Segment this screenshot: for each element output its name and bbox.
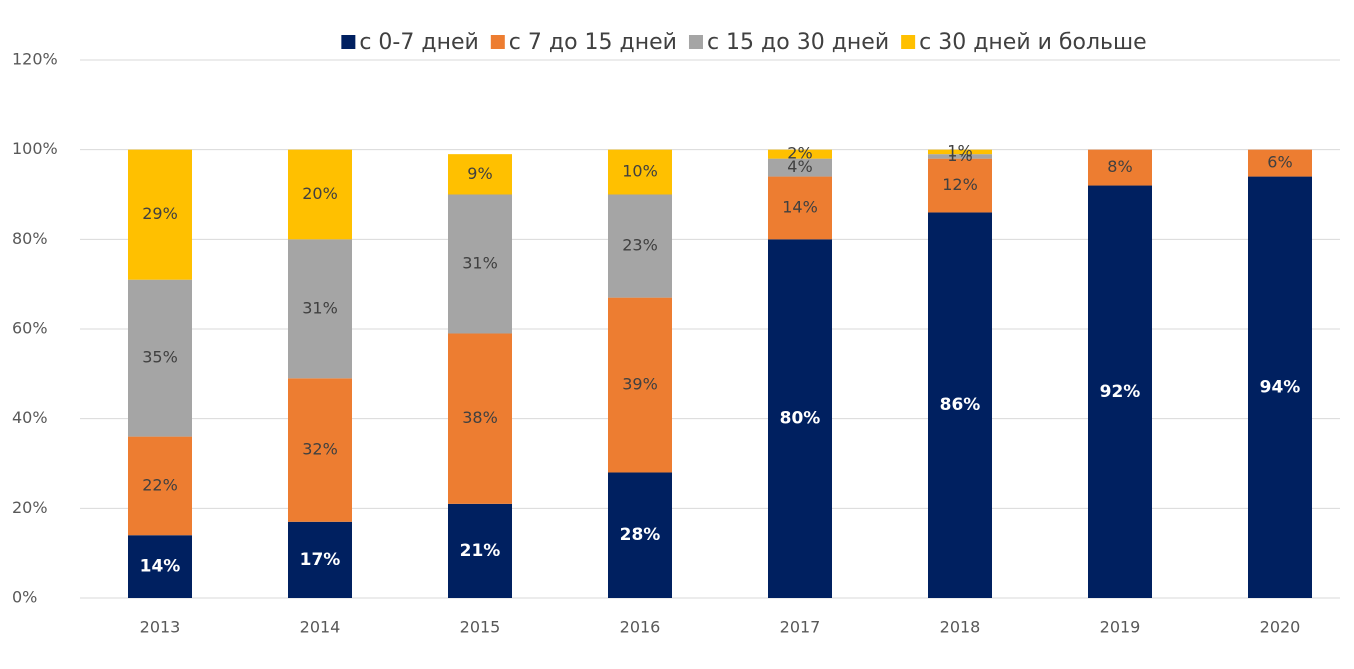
data-label: 1% [947, 141, 972, 160]
data-label: 8% [1107, 157, 1132, 176]
y-tick-label: 60% [12, 319, 48, 338]
data-label: 17% [300, 550, 341, 570]
bar-segment [768, 158, 832, 177]
data-label: 94% [1260, 377, 1301, 397]
bar-segment [1088, 185, 1152, 599]
x-tick-label: 2014 [300, 618, 341, 637]
data-label: 32% [302, 440, 338, 459]
data-label: 80% [780, 409, 821, 429]
y-tick-label: 80% [12, 229, 48, 248]
bar-segment [288, 239, 352, 379]
y-tick-label: 20% [12, 498, 48, 517]
bar-segment [928, 154, 992, 159]
bar-segment [768, 149, 832, 159]
bar-segment [448, 154, 512, 195]
bar-segment [608, 472, 672, 598]
x-tick-label: 2015 [460, 618, 501, 637]
bar-segment [128, 535, 192, 598]
data-label: 92% [1100, 382, 1141, 402]
bar-segment [128, 279, 192, 437]
legend-label: с 0-7 дней [359, 30, 478, 55]
bar-segment [928, 149, 992, 155]
bar-segment [448, 194, 512, 334]
data-label: 31% [302, 298, 338, 317]
data-label: 9% [467, 164, 492, 183]
legend-swatch [901, 35, 916, 49]
data-label: 10% [622, 162, 658, 181]
data-label: 14% [782, 197, 818, 216]
data-label: 86% [940, 395, 981, 415]
data-label: 31% [462, 253, 498, 272]
y-tick-label: 100% [12, 139, 58, 158]
legend-label: с 7 до 15 дней [509, 30, 677, 55]
bar-segment [128, 149, 192, 280]
data-label: 35% [142, 348, 178, 367]
bar-segment [928, 158, 992, 213]
bar-segment [928, 212, 992, 598]
bar-segment [448, 333, 512, 504]
y-tick-label: 40% [12, 408, 48, 427]
bar-segment [608, 149, 672, 195]
data-label: 6% [1267, 153, 1292, 172]
bar-segment [288, 378, 352, 522]
data-label: 38% [462, 408, 498, 427]
data-label: 2% [787, 144, 812, 163]
bar-segment [608, 194, 672, 298]
x-tick-label: 2019 [1100, 618, 1141, 637]
bar-segment [1088, 149, 1152, 186]
x-tick-label: 2016 [620, 618, 661, 637]
data-label: 4% [787, 157, 812, 176]
data-label: 23% [622, 236, 658, 255]
bar-segment [288, 521, 352, 598]
x-tick-label: 2013 [140, 618, 181, 637]
bar-segment [1248, 176, 1312, 599]
x-tick-label: 2018 [940, 618, 981, 637]
data-label: 22% [142, 475, 178, 494]
y-tick-label: 120% [12, 50, 58, 69]
x-tick-label: 2020 [1260, 618, 1301, 637]
bar-segment [768, 239, 832, 599]
legend-label: с 30 дней и больше [919, 30, 1147, 55]
legend-swatch [688, 35, 703, 49]
data-label: 14% [140, 557, 181, 577]
legend-swatch [490, 35, 505, 49]
bar-segment [768, 176, 832, 240]
legend-swatch [341, 35, 356, 49]
x-tick-label: 2017 [780, 618, 821, 637]
data-label: 29% [142, 204, 178, 223]
data-label: 39% [622, 375, 658, 394]
data-label: 20% [302, 184, 338, 203]
data-label: 28% [620, 525, 661, 545]
data-label: 12% [942, 175, 978, 194]
bar-segment [448, 503, 512, 598]
bar-segment [288, 149, 352, 240]
data-label: 21% [460, 541, 501, 561]
bar-segment [608, 297, 672, 473]
y-tick-label: 0% [12, 588, 37, 607]
bar-segment [1248, 149, 1312, 177]
bar-segment [128, 436, 192, 536]
legend-label: с 15 до 30 дней [707, 30, 889, 55]
